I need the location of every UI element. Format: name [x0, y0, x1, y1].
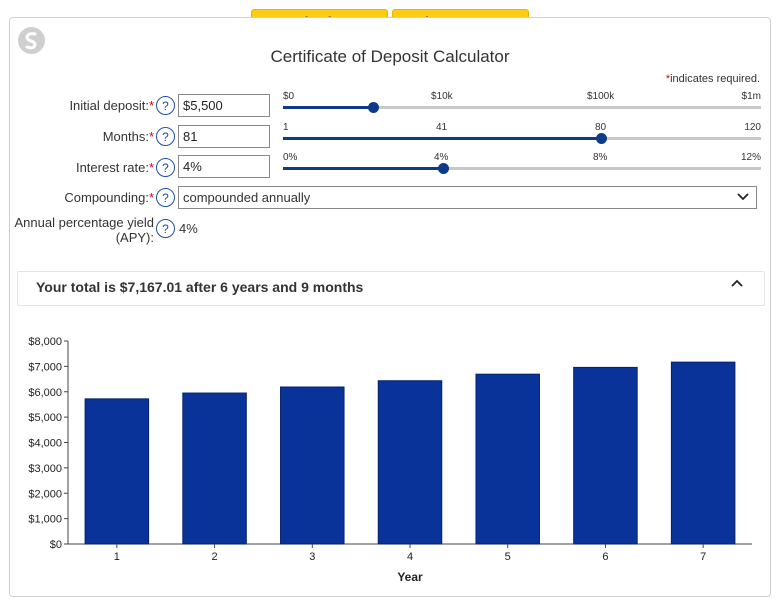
x-tick-label: 7 — [700, 551, 706, 563]
x-tick-label: 5 — [505, 551, 511, 563]
x-tick-label: 4 — [407, 551, 413, 563]
chart-bar — [670, 361, 736, 545]
initial-deposit-label: Initial deposit:* — [69, 98, 154, 113]
x-tick-label: 2 — [212, 551, 218, 563]
chart-bar — [573, 366, 638, 545]
initial-deposit-slider-thumb[interactable] — [368, 102, 379, 113]
chart-bar — [280, 386, 345, 545]
initial-deposit-slider[interactable]: $0 $10k $100k $1m — [283, 91, 761, 114]
interest-rate-slider[interactable]: 0% 4% 8% 12% — [283, 152, 761, 175]
y-tick-label: $6,000 — [28, 387, 62, 399]
interest-rate-help-icon[interactable]: ? — [156, 158, 175, 177]
chart-bar — [377, 380, 443, 545]
apy-value: 4% — [179, 221, 198, 236]
x-axis-label: Year — [397, 570, 423, 584]
y-tick-label: $0 — [50, 539, 62, 551]
logo-icon — [18, 27, 45, 54]
months-help-icon[interactable]: ? — [156, 127, 175, 146]
months-slider-thumb[interactable] — [596, 133, 607, 144]
compounding-help-icon[interactable]: ? — [156, 188, 175, 207]
initial-deposit-help-icon[interactable]: ? — [156, 96, 175, 115]
page-title: Certificate of Deposit Calculator — [270, 47, 510, 66]
apy-label: Annual percentage yield (APY): — [14, 215, 155, 245]
result-summary[interactable]: Your total is $7,167.01 after 6 years an… — [17, 271, 765, 306]
initial-deposit-input[interactable]: $5,500 — [178, 94, 270, 117]
compounding-select[interactable]: compounded annually — [178, 186, 757, 209]
interest-rate-input[interactable]: 4% — [178, 155, 270, 178]
chevron-up-icon[interactable] — [730, 276, 744, 295]
x-tick-label: 1 — [114, 551, 120, 563]
y-tick-label: $8,000 — [28, 336, 62, 348]
compounding-select-value: compounded annually — [183, 190, 311, 205]
chart-bar — [475, 373, 540, 545]
y-tick-label: $5,000 — [28, 412, 62, 424]
chart-bar — [182, 392, 247, 545]
y-tick-label: $4,000 — [28, 438, 62, 450]
x-tick-label: 6 — [602, 551, 608, 563]
chevron-down-icon — [736, 189, 750, 206]
y-tick-label: $7,000 — [28, 361, 62, 373]
required-note: *indicates required. — [665, 73, 760, 85]
interest-rate-slider-thumb[interactable] — [438, 163, 449, 174]
compounding-label: Compounding:* — [64, 190, 154, 205]
chart-bar — [84, 398, 150, 545]
months-input[interactable]: 81 — [178, 125, 270, 148]
months-label: Months:* — [102, 129, 154, 144]
bar-chart: $0 $1,000 $2,000 $3,000 $4,000 $5,000 $6,000 $7… — [28, 336, 752, 584]
x-tick-label: 3 — [309, 551, 315, 563]
summary-text: Your total is $7,167.01 after 6 years an… — [36, 279, 364, 295]
interest-rate-label: Interest rate:* — [75, 160, 154, 175]
months-slider[interactable]: 1 41 80 120 — [283, 122, 761, 145]
y-tick-label: $1,000 — [28, 514, 62, 526]
y-tick-label: $3,000 — [28, 463, 62, 475]
y-tick-label: $2,000 — [28, 488, 62, 500]
apy-help-icon[interactable]: ? — [156, 219, 175, 238]
